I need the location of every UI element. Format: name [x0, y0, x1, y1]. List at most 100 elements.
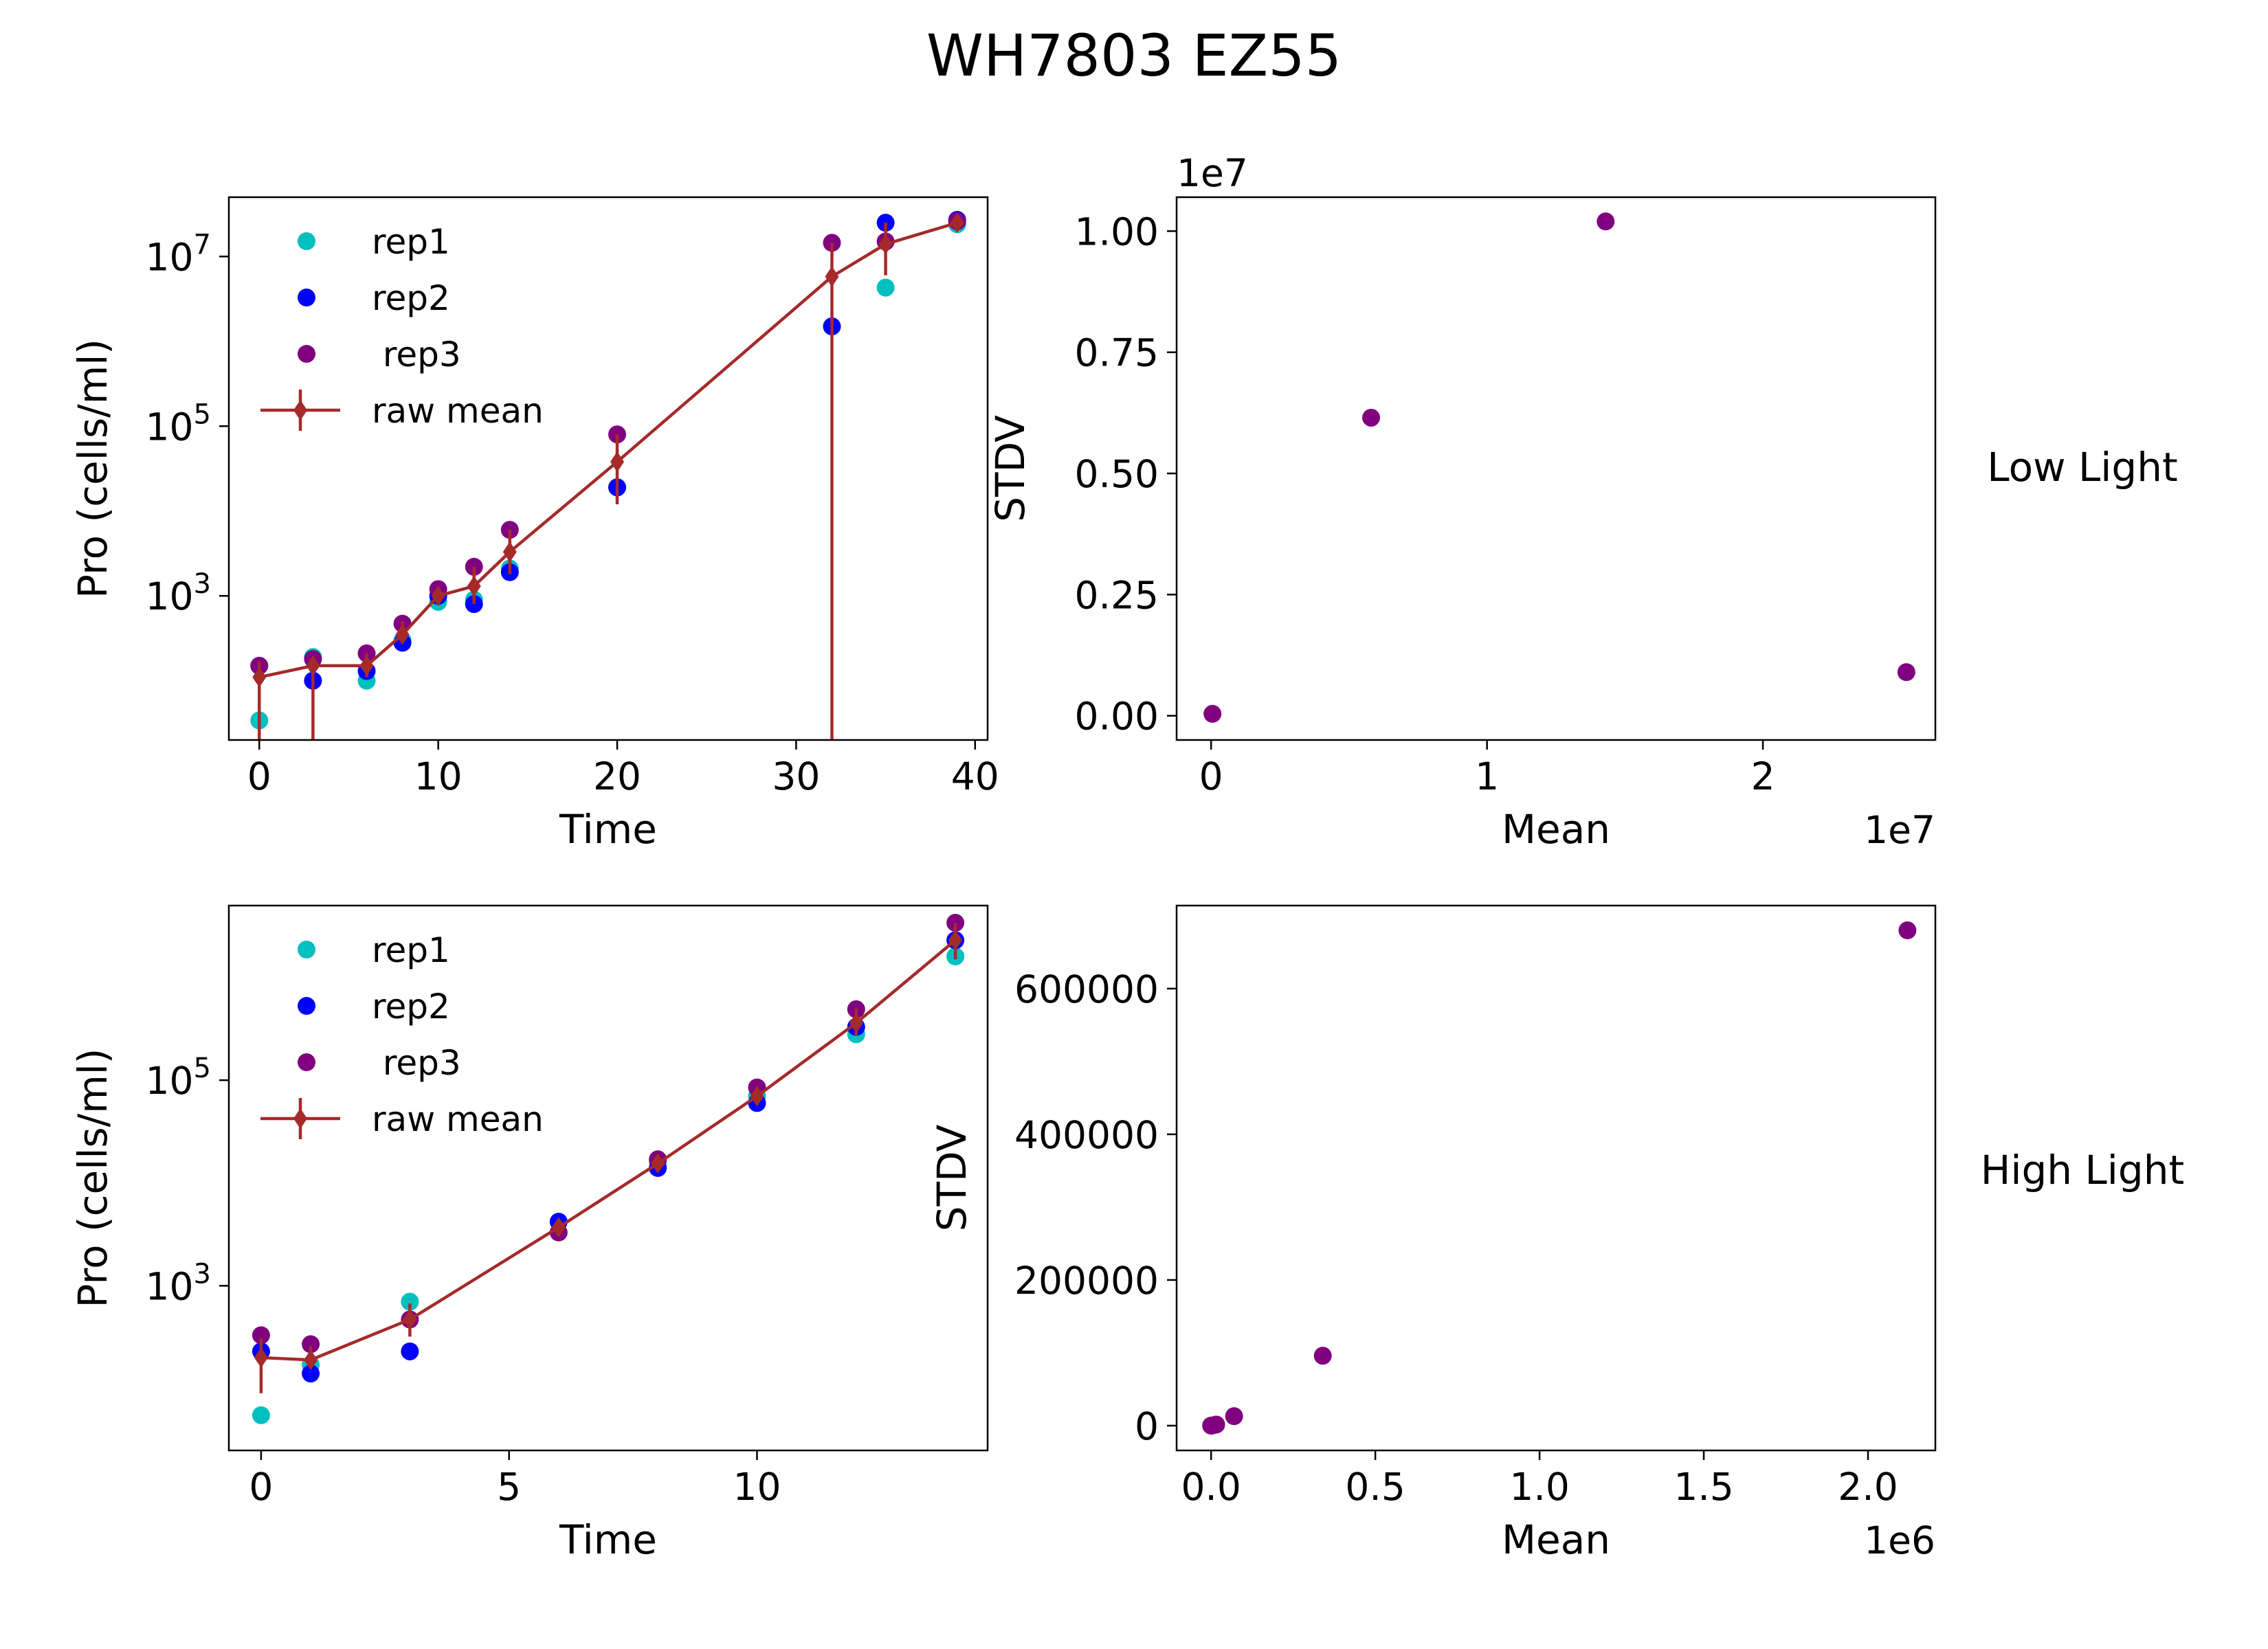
legend-mean-marker [293, 1108, 307, 1129]
x-axis-label: Time [559, 1516, 657, 1563]
panel-high-stdv: 0.0 0.5 1.0 1.5 2.0 0 200000 400000 600000 Mean ST… [929, 904, 1937, 1563]
x-tick-label: 1.5 [1674, 1465, 1733, 1509]
raw-mean-marker [750, 1086, 764, 1107]
x-tick-label: 0 [249, 1465, 273, 1509]
y-tick-label: 0.25 [1075, 573, 1159, 617]
raw-mean-marker [431, 585, 445, 607]
x-offset-label: 1e7 [1864, 808, 1935, 852]
legend-label-rep3: rep3 [372, 335, 461, 374]
data-point-stdv [1597, 212, 1615, 231]
data-point-rep1 [401, 1292, 419, 1311]
y-axis-label: STDV [987, 415, 1034, 522]
x-tick-label: 0 [1199, 754, 1223, 798]
x-tick-label: 10 [733, 1465, 781, 1509]
raw-mean-marker [252, 666, 267, 688]
raw-mean-marker [825, 266, 839, 287]
figure-title: WH7803 EZ55 [926, 22, 1342, 89]
legend-marker-rep3 [298, 345, 315, 363]
raw-mean-marker [878, 234, 893, 255]
data-point-stdv [1313, 1347, 1332, 1365]
data-point-stdv [1225, 1407, 1243, 1426]
data-point-rep2 [302, 1365, 320, 1383]
row-label-high-light: High Light [1981, 1147, 2185, 1193]
raw-mean-marker [359, 655, 374, 676]
y-tick-label: 600000 [1014, 967, 1159, 1011]
x-tick-label: 40 [951, 754, 999, 798]
y-tick-label: 105 [146, 1053, 211, 1103]
plot-frame [1175, 196, 1937, 741]
y-tick-label: 200000 [1014, 1259, 1159, 1303]
x-tick-label: 20 [593, 754, 641, 798]
raw-mean-marker [950, 212, 964, 234]
data-point-rep1 [876, 278, 895, 297]
x-tick-label: 1.0 [1509, 1465, 1569, 1509]
legend-marker-rep1 [298, 941, 315, 958]
panel-low-stdv: 0 1 2 0.00 0.25 0.50 0.75 1.00 Mean STDV 1e7 1e7 [987, 151, 1937, 853]
plot-frame [227, 904, 989, 1452]
raw-mean-marker [304, 1349, 318, 1371]
y-tick-label: 0 [1135, 1404, 1159, 1448]
x-tick-label: 0 [247, 754, 271, 798]
plot-area [252, 914, 965, 1424]
raw-mean-marker [502, 541, 517, 563]
legend-marker-rep3 [298, 1053, 315, 1071]
raw-mean-marker [306, 655, 320, 676]
x-offset-label: 1e6 [1864, 1518, 1935, 1562]
x-tick-label: 2.0 [1838, 1465, 1898, 1509]
data-point-stdv [1362, 408, 1381, 427]
x-tick-label: 10 [414, 754, 463, 798]
x-axis-label: Mean [1502, 1516, 1610, 1563]
raw-mean-marker [551, 1217, 566, 1238]
y-axis-label: Pro (cells/ml) [69, 339, 116, 598]
legend-label-raw-mean: raw mean [372, 391, 544, 431]
plot-area [250, 211, 966, 740]
y-tick-label: 0.50 [1075, 452, 1159, 496]
y-offset-label: 1e7 [1177, 151, 1248, 195]
legend-marker-rep1 [298, 232, 315, 250]
data-point-rep3 [252, 1326, 270, 1345]
raw-mean-marker [610, 451, 625, 473]
data-point-stdv [1203, 704, 1222, 723]
data-point-rep1 [252, 1406, 270, 1424]
x-tick-label: 5 [497, 1465, 521, 1509]
raw-mean-marker [651, 1153, 665, 1174]
plot-frame [227, 196, 989, 741]
legend-label-rep2: rep2 [372, 987, 450, 1027]
y-tick-label: 0.75 [1075, 331, 1159, 375]
y-tick-label: 103 [146, 568, 211, 618]
y-axis-label: Pro (cells/ml) [69, 1048, 116, 1308]
legend-label-rep1: rep1 [372, 222, 450, 262]
raw-mean-marker [395, 624, 410, 645]
data-point-stdv [1898, 921, 1917, 940]
plot-frame [1175, 904, 1937, 1452]
raw-mean-marker [467, 576, 481, 597]
raw-mean-marker [948, 930, 963, 951]
raw-mean-marker [403, 1309, 417, 1330]
raw-mean-line [260, 939, 957, 1362]
x-tick-label: 2 [1751, 754, 1775, 798]
panel-high-growth: 0 5 10 103 105 Time Pro (cells/ml) rep1 rep2 rep… [69, 904, 989, 1563]
y-tick-label: 0.00 [1075, 695, 1159, 739]
legend-marker-rep2 [298, 997, 315, 1015]
x-tick-label: 1 [1475, 754, 1499, 798]
legend-label-rep2: rep2 [372, 278, 450, 318]
legend-label-raw-mean: raw mean [372, 1099, 544, 1139]
y-axis-label: STDV [929, 1124, 975, 1231]
x-tick-label: 0.0 [1181, 1465, 1241, 1509]
x-axis-label: Time [559, 806, 657, 853]
data-point-rep2 [401, 1342, 419, 1360]
y-tick-label: 103 [146, 1258, 211, 1308]
data-point-stdv [1897, 663, 1915, 682]
x-tick-label: 0.5 [1345, 1465, 1405, 1509]
y-tick-label: 1.00 [1075, 210, 1159, 254]
x-tick-label: 30 [772, 754, 820, 798]
y-tick-label: 400000 [1014, 1113, 1159, 1157]
legend-mean-marker [293, 400, 307, 420]
y-tick-label: 105 [146, 399, 211, 449]
panel-low-growth: 0 10 20 30 40 103 105 107 Time Pro (cells/ml) rep1… [69, 196, 999, 853]
y-tick-label: 107 [146, 229, 211, 279]
raw-mean-marker [254, 1347, 268, 1368]
